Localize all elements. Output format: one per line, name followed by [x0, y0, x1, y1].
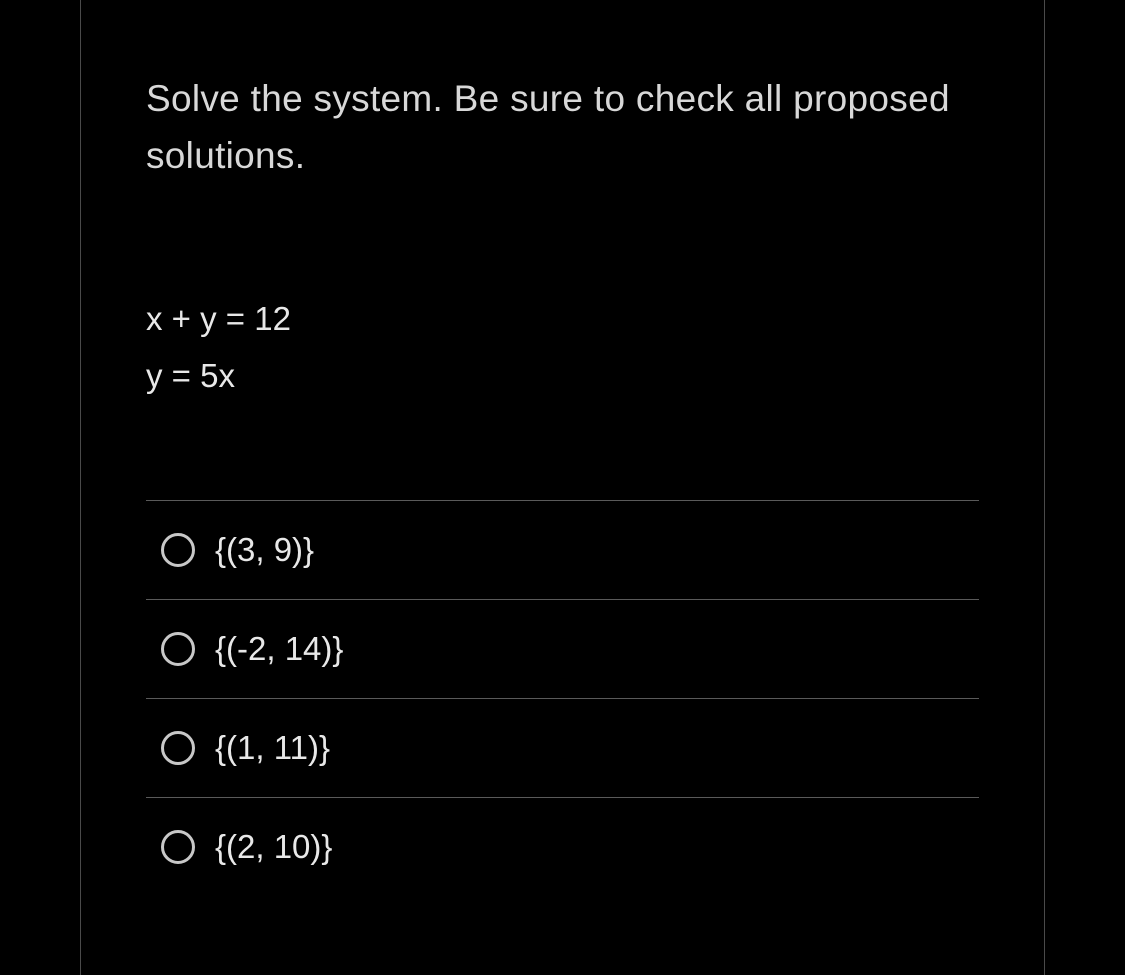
radio-icon: [161, 632, 195, 666]
radio-icon: [161, 830, 195, 864]
option-label: {(3, 9)}: [215, 531, 314, 569]
option-label: {(-2, 14)}: [215, 630, 343, 668]
question-prompt: Solve the system. Be sure to check all p…: [146, 70, 979, 185]
equation-line-2: y = 5x: [146, 347, 979, 405]
option-row-2[interactable]: {(-2, 14)}: [146, 600, 979, 699]
option-row-1[interactable]: {(3, 9)}: [146, 501, 979, 600]
option-row-4[interactable]: {(2, 10)}: [146, 798, 979, 896]
option-label: {(2, 10)}: [215, 828, 332, 866]
radio-icon: [161, 731, 195, 765]
option-row-3[interactable]: {(1, 11)}: [146, 699, 979, 798]
question-container: Solve the system. Be sure to check all p…: [0, 0, 1125, 975]
equation-block: x + y = 12 y = 5x: [146, 290, 979, 406]
question-panel: Solve the system. Be sure to check all p…: [80, 0, 1045, 975]
options-list: {(3, 9)} {(-2, 14)} {(1, 11)} {(2, 10)}: [146, 500, 979, 896]
option-label: {(1, 11)}: [215, 729, 330, 767]
radio-icon: [161, 533, 195, 567]
equation-line-1: x + y = 12: [146, 290, 979, 348]
